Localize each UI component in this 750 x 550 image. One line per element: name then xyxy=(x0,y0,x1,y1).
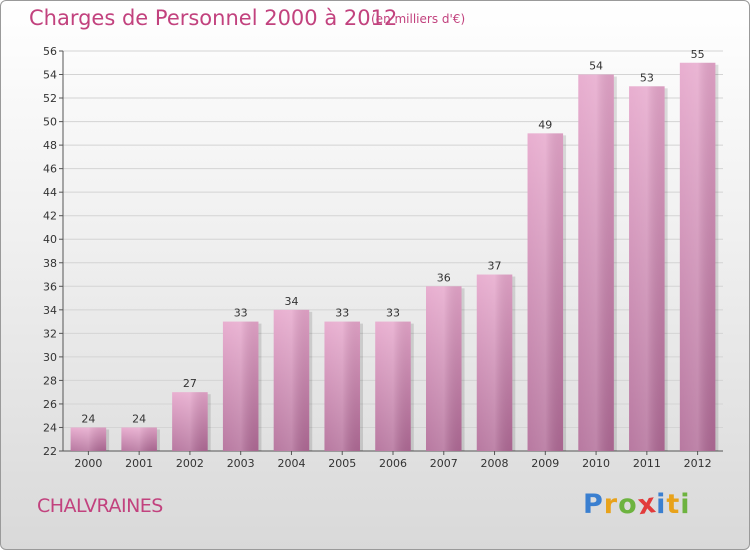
bar-highlight xyxy=(679,62,716,451)
bar-highlight xyxy=(375,321,411,451)
x-tick-label: 2004 xyxy=(277,457,305,470)
y-tick-label: 52 xyxy=(43,92,57,105)
logo-letter: r xyxy=(603,489,619,520)
bar-highlight xyxy=(629,86,665,451)
chart-title: Charges de Personnel 2000 à 2012 xyxy=(29,6,398,30)
bar-highlight xyxy=(222,321,259,451)
logo-letter: i xyxy=(656,489,667,520)
bar-highlight xyxy=(172,392,208,451)
x-tick-label: 2000 xyxy=(74,457,102,470)
x-tick-label: 2008 xyxy=(481,457,509,470)
logo-letter: i xyxy=(680,489,691,520)
x-tick-label: 2011 xyxy=(633,457,661,470)
bar-value-label: 49 xyxy=(538,118,552,131)
y-tick-label: 40 xyxy=(43,233,57,246)
chart-unit-note: (en milliers d'€) xyxy=(371,12,466,26)
value-labels: 24 24 27 33 34 33 33 36 37 49 54 53 55 xyxy=(81,48,704,426)
y-tick-label: 34 xyxy=(43,304,57,317)
bar-value-label: 33 xyxy=(234,307,248,320)
bar-value-label: 34 xyxy=(284,295,298,308)
y-tick-label: 26 xyxy=(43,398,57,411)
y-tick-label: 22 xyxy=(43,445,57,458)
bar-highlight xyxy=(121,427,157,451)
bar-value-label: 36 xyxy=(437,271,451,284)
bar-value-label: 54 xyxy=(589,60,603,73)
bar-highlight xyxy=(527,133,564,451)
logo-letter: P xyxy=(583,489,604,520)
bar-value-label: 55 xyxy=(691,48,705,61)
y-tick-label: 50 xyxy=(43,116,57,129)
bar-value-label: 33 xyxy=(386,307,400,320)
logo-letter: x xyxy=(635,487,659,522)
bar-highlight xyxy=(426,286,462,451)
x-tick-label: 2006 xyxy=(379,457,407,470)
y-tick-label: 24 xyxy=(43,421,57,434)
x-tick-label: 2012 xyxy=(684,457,712,470)
x-tick-label: 2010 xyxy=(582,457,610,470)
x-tick-label: 2002 xyxy=(176,457,204,470)
logo-letter: t xyxy=(666,489,681,520)
y-tick-label: 28 xyxy=(43,374,57,387)
bar-value-label: 53 xyxy=(640,71,654,84)
bar-value-label: 27 xyxy=(183,377,197,390)
y-tick-label: 38 xyxy=(43,257,57,270)
y-tick-label: 36 xyxy=(43,280,57,293)
bar-highlight xyxy=(578,74,614,451)
x-tick-label: 2003 xyxy=(227,457,255,470)
x-tick-label: 2005 xyxy=(328,457,356,470)
commune-name: CHALVRAINES xyxy=(37,495,163,517)
bar-highlight xyxy=(273,309,310,451)
y-tick-label: 42 xyxy=(43,210,57,223)
y-tick-label: 54 xyxy=(43,69,57,82)
bar-value-label: 24 xyxy=(132,412,146,425)
x-tick-label: 2009 xyxy=(531,457,559,470)
y-tick-label: 46 xyxy=(43,163,57,176)
logo-letter: o xyxy=(618,489,638,520)
bar-highlight xyxy=(476,274,513,451)
y-tick-label: 56 xyxy=(43,45,57,58)
x-tick-label: 2007 xyxy=(430,457,458,470)
y-tick-label: 48 xyxy=(43,139,57,152)
bar-value-label: 37 xyxy=(488,260,502,273)
bars xyxy=(70,62,719,451)
bar-highlight xyxy=(324,321,360,451)
y-tick-label: 30 xyxy=(43,351,57,364)
y-tick-label: 44 xyxy=(43,186,57,199)
bar-value-label: 33 xyxy=(335,307,349,320)
x-tick-label: 2001 xyxy=(125,457,153,470)
bar-highlight xyxy=(70,427,107,451)
y-tick-label: 32 xyxy=(43,327,57,340)
bar-value-label: 24 xyxy=(81,412,95,425)
proxiti-logo[interactable]: Proxiti xyxy=(583,487,691,522)
